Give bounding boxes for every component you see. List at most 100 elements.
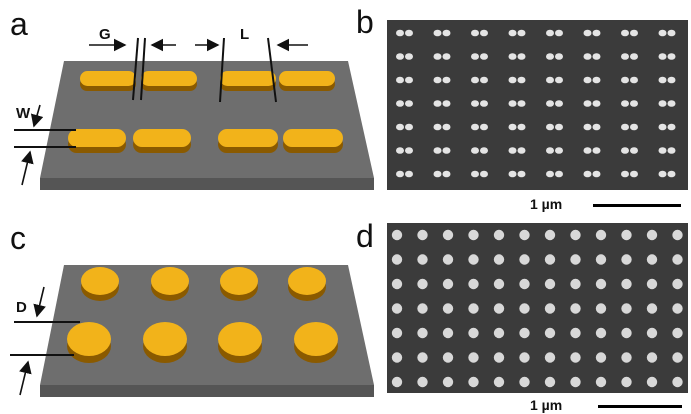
sem-particle — [630, 100, 638, 107]
sem-particle — [396, 170, 404, 178]
sem-particle — [417, 376, 428, 388]
sem-particle — [630, 123, 638, 131]
sem-particle — [519, 278, 530, 290]
sem-particle — [442, 278, 454, 290]
sem-particle — [621, 229, 632, 241]
sem-particle — [595, 352, 607, 363]
sem-particle — [621, 123, 629, 131]
sem-particle — [546, 76, 554, 84]
sem-particle — [595, 303, 607, 314]
sem-particle — [646, 303, 658, 314]
sem-particle — [405, 29, 413, 37]
scale-label-b: 1 µm — [530, 196, 563, 212]
sem-particle — [583, 100, 592, 107]
nanodisk — [218, 322, 262, 363]
nanorod — [80, 71, 136, 91]
sem-particle — [570, 352, 581, 363]
sem-particle — [583, 29, 592, 37]
sem-particle — [508, 76, 517, 84]
sem-particle — [471, 170, 479, 178]
sem-particle — [508, 53, 517, 60]
sem-particle — [517, 170, 526, 178]
sem-particle — [417, 327, 428, 339]
sem-particle — [517, 147, 526, 154]
sem-particle — [471, 100, 479, 107]
width-marker: W — [14, 104, 76, 186]
nanorod — [141, 71, 197, 91]
length-label: L — [240, 26, 249, 43]
sem-particle — [667, 170, 676, 178]
sem-image-disks — [387, 223, 688, 393]
sem-particle — [583, 147, 592, 154]
sem-particle — [508, 29, 517, 37]
sem-particle — [519, 376, 530, 388]
sem-particle — [544, 254, 556, 265]
sem-particle — [471, 29, 479, 37]
sem-particle — [658, 53, 667, 60]
sem-particle — [517, 53, 526, 60]
sem-particle — [595, 327, 607, 339]
sem-particle — [592, 29, 601, 37]
sem-particle — [517, 100, 526, 107]
sem-particle — [405, 147, 413, 154]
sem-particle — [471, 123, 479, 131]
sem-particle — [442, 254, 454, 265]
scale-bar-b — [593, 204, 681, 207]
nanodisks-c — [67, 267, 338, 363]
sem-particle — [468, 327, 479, 339]
sem-particle — [508, 147, 517, 154]
sem-particle — [391, 278, 403, 290]
sem-particle — [544, 352, 556, 363]
sem-particle — [583, 170, 592, 178]
sem-particle — [405, 123, 413, 131]
sem-particle — [592, 53, 601, 60]
sem-particle — [442, 327, 454, 339]
sem-particle — [480, 100, 488, 107]
sem-particle — [621, 352, 632, 363]
sem-particle — [391, 303, 403, 314]
sem-particle — [570, 376, 581, 388]
sem-particle — [672, 229, 683, 241]
sem-particle — [646, 229, 658, 241]
sem-particle — [658, 29, 667, 37]
sem-particle — [630, 76, 638, 84]
sem-particle — [592, 147, 601, 154]
scale-bar-d — [598, 405, 682, 408]
sem-particle — [517, 29, 526, 37]
sem-particle — [405, 170, 413, 178]
sem-particle — [493, 352, 505, 363]
sem-particle — [667, 147, 676, 154]
sem-image-dimers — [387, 20, 688, 190]
sem-particle — [658, 100, 667, 107]
sem-particle — [391, 327, 403, 339]
length-marker: L — [195, 26, 308, 103]
sem-particle — [621, 100, 629, 107]
sem-particle — [442, 29, 451, 37]
sem-particle — [546, 170, 554, 178]
sem-particle — [570, 303, 581, 314]
sem-particle — [544, 229, 556, 241]
sem-particle — [592, 123, 601, 131]
panel-letter-d: d — [356, 218, 374, 254]
sem-particle — [468, 376, 479, 388]
sem-particle — [555, 100, 563, 107]
sem-particle — [442, 53, 451, 60]
sem-particle — [396, 53, 404, 60]
sem-particle — [480, 123, 488, 131]
sem-particle — [592, 170, 601, 178]
sem-particle — [433, 76, 442, 84]
sem-particle — [667, 53, 676, 60]
scale-label-d: 1 µm — [530, 397, 563, 413]
sem-particle — [468, 352, 479, 363]
sem-particle — [396, 29, 404, 37]
nanodisk — [151, 267, 189, 301]
nanodisk — [67, 322, 111, 363]
sem-particle — [546, 29, 554, 37]
sem-particle — [544, 278, 556, 290]
sem-particle — [517, 76, 526, 84]
sem-particle — [630, 29, 638, 37]
sem-particle — [570, 327, 581, 339]
sem-particle — [546, 147, 554, 154]
sem-particle — [519, 229, 530, 241]
